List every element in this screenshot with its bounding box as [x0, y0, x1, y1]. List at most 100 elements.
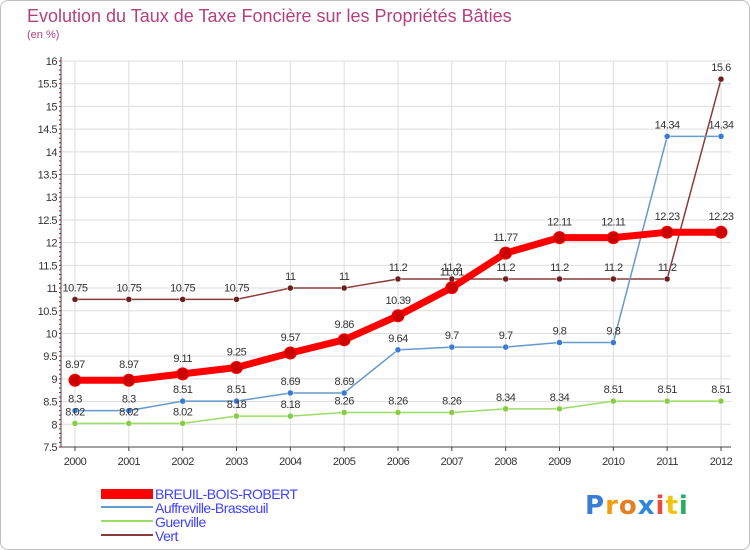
logo-letter: o [618, 491, 638, 521]
x-tick-label: 2003 [225, 456, 248, 468]
data-point [71, 420, 79, 427]
data-label: 8.26 [388, 395, 408, 407]
legend-swatch [101, 534, 153, 536]
data-label: 12.11 [547, 217, 572, 229]
data-label: 9.25 [227, 347, 247, 359]
data-point [717, 133, 725, 140]
data-point [125, 296, 133, 303]
y-tick-label: 12.5 [38, 215, 58, 227]
data-point [71, 296, 79, 303]
y-tick-label: 13.5 [38, 170, 58, 182]
data-point [610, 397, 617, 405]
data-label: 12.23 [655, 211, 680, 223]
data-label: 14.34 [708, 119, 733, 131]
y-tick-label: 14.5 [38, 124, 58, 136]
data-label: 10.75 [116, 282, 141, 294]
data-point [556, 405, 563, 413]
data-label: 8.34 [550, 392, 570, 404]
data-label: 11.2 [658, 262, 677, 274]
y-tick-label: 15.5 [38, 79, 58, 91]
y-tick-label: 9.5 [43, 351, 57, 363]
data-label: 8.51 [604, 384, 624, 396]
data-label: 8.3 [68, 394, 82, 406]
legend-swatch [101, 520, 153, 522]
data-label: 8.3 [122, 394, 136, 406]
data-label: 11 [285, 271, 296, 283]
legend: BREUIL-BOIS-ROBERT Auffreville-Brasseuil… [101, 486, 361, 544]
y-tick-label: 14 [46, 147, 58, 159]
data-label: 14.34 [655, 119, 680, 131]
data-point [68, 373, 82, 387]
data-label: 9.8 [553, 326, 567, 338]
data-label: 10.39 [385, 295, 410, 307]
legend-label: Guerville [155, 514, 206, 530]
data-point [179, 420, 186, 427]
data-label: 9.7 [445, 330, 459, 342]
data-label: 12.23 [708, 211, 733, 223]
data-label: 8.97 [65, 359, 85, 371]
data-point [287, 284, 294, 292]
data-label: 11.2 [604, 262, 623, 274]
data-point [287, 412, 294, 420]
x-tick-label: 2001 [118, 456, 141, 468]
data-label: 12.11 [601, 217, 626, 229]
y-tick-label: 12 [46, 238, 58, 250]
data-point [340, 389, 348, 397]
data-point [606, 231, 620, 245]
data-point [337, 333, 351, 347]
data-point [556, 275, 563, 283]
y-tick-label: 7.5 [43, 442, 57, 454]
x-tick-label: 2000 [64, 456, 87, 468]
legend-swatch [101, 489, 153, 499]
data-point [391, 309, 405, 323]
y-axis-unit: (en %) [27, 29, 60, 41]
data-point [717, 397, 725, 405]
data-point [233, 412, 240, 420]
x-tick-label: 2007 [441, 456, 464, 468]
data-label: 11.77 [494, 232, 519, 244]
data-label: 15.6 [711, 62, 731, 74]
data-point [502, 275, 509, 283]
data-label: 9.64 [388, 333, 408, 345]
data-point [340, 284, 348, 292]
data-point [125, 407, 133, 414]
legend-label: Vert [155, 528, 178, 544]
x-tick-label: 2002 [171, 456, 194, 468]
data-point [340, 409, 348, 416]
data-label: 11.2 [496, 262, 515, 274]
data-point [394, 409, 402, 416]
y-tick-label: 8 [51, 419, 57, 431]
data-label: 8.02 [173, 406, 193, 418]
y-tick-label: 16 [46, 56, 58, 68]
data-label: 8.51 [227, 384, 247, 396]
legend-item: Auffreville-Brasseuil [101, 500, 361, 516]
data-label: 8.02 [119, 406, 139, 418]
chart-title: Evolution du Taux de Taxe Foncière sur l… [27, 6, 512, 26]
data-label: 9.7 [499, 330, 513, 342]
data-label: 8.69 [334, 376, 354, 388]
data-label: 8.18 [281, 399, 301, 411]
legend-swatch [101, 506, 153, 508]
x-tick-label: 2010 [602, 456, 625, 468]
x-tick-label: 2008 [494, 456, 517, 468]
data-label: 8.51 [657, 384, 677, 396]
x-tick-label: 2012 [710, 456, 733, 468]
data-point [610, 339, 617, 346]
y-tick-label: 11.5 [38, 260, 57, 272]
data-point [394, 346, 402, 354]
data-point [714, 225, 728, 239]
data-point [394, 275, 402, 283]
data-label: 11 [339, 271, 350, 283]
x-tick-label: 2009 [548, 456, 571, 468]
data-label: 11.2 [443, 262, 462, 274]
data-point [448, 343, 456, 351]
data-point [230, 361, 243, 375]
data-label: 11.2 [389, 262, 408, 274]
data-point [445, 281, 459, 295]
data-label: 10.75 [62, 282, 87, 294]
proxiti-logo: Proxiti [585, 491, 689, 521]
data-point [176, 367, 190, 381]
logo-letter: r [605, 491, 619, 521]
